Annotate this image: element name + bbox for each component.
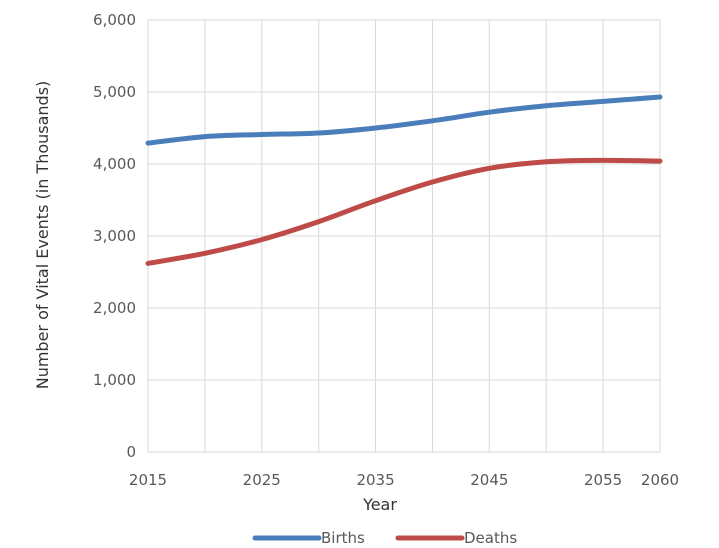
legend-label-deaths: Deaths bbox=[464, 529, 517, 547]
x-axis-ticks: 2015 2025 2035 2045 2055 2060 bbox=[129, 471, 679, 489]
y-tick-label: 4,000 bbox=[93, 155, 136, 173]
x-tick-label: 2025 bbox=[243, 471, 281, 489]
x-tick-label: 2045 bbox=[470, 471, 508, 489]
x-tick-label: 2055 bbox=[584, 471, 622, 489]
x-tick-label: 2015 bbox=[129, 471, 167, 489]
legend-label-births: Births bbox=[321, 529, 365, 547]
y-tick-label: 3,000 bbox=[93, 227, 136, 245]
x-tick-label: 2035 bbox=[356, 471, 394, 489]
y-tick-label: 0 bbox=[126, 443, 136, 461]
x-axis-label: Year bbox=[362, 495, 397, 514]
y-tick-label: 2,000 bbox=[93, 299, 136, 317]
series-line-births bbox=[145, 94, 663, 146]
y-axis-label: Number of Vital Events (in Thousands) bbox=[33, 81, 52, 390]
y-tick-label: 6,000 bbox=[93, 11, 136, 29]
y-tick-label: 1,000 bbox=[93, 371, 136, 389]
y-tick-label: 5,000 bbox=[93, 83, 136, 101]
legend: Births Deaths bbox=[252, 529, 517, 547]
y-axis-ticks: 0 1,000 2,000 3,000 4,000 5,000 6,000 bbox=[93, 11, 136, 461]
series-lines bbox=[145, 94, 663, 266]
grid bbox=[147, 19, 661, 453]
x-tick-label: 2060 bbox=[641, 471, 679, 489]
series-line-deaths bbox=[145, 157, 663, 266]
